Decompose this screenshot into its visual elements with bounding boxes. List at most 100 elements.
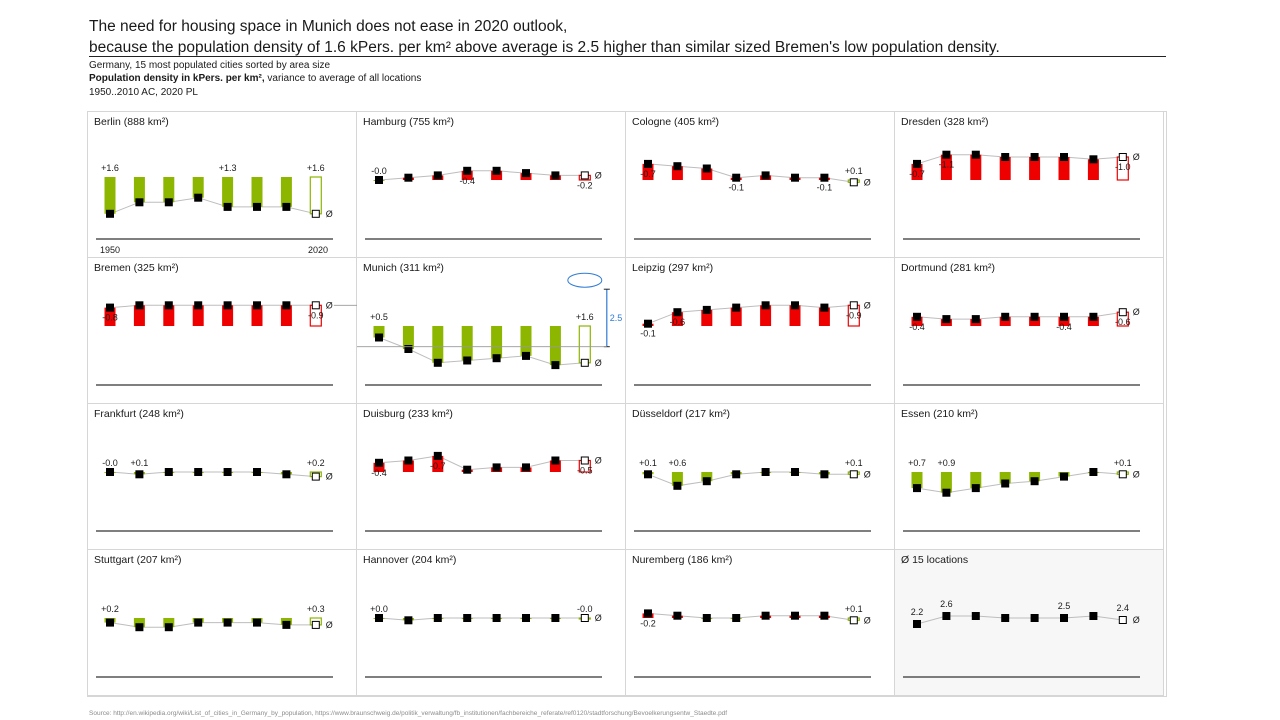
panel-nuremberg: Nuremberg (186 km²) Ø -0.2 +0.1 [626, 550, 895, 696]
bar [1087, 159, 1099, 180]
average-marker [106, 303, 114, 312]
subtitle-scope: Germany, 15 most populated cities sorted… [89, 60, 331, 71]
bar [133, 177, 145, 203]
bar [520, 326, 532, 356]
average-marker [971, 612, 980, 620]
average-marker-forecast [311, 472, 320, 481]
average-marker-forecast [580, 614, 589, 622]
average-marker [732, 614, 741, 622]
bar [373, 326, 385, 338]
title-divider [89, 56, 1166, 57]
panel-chart: Ø 2.2 2.6 2.5 2.4 [903, 599, 1140, 678]
bar [1058, 157, 1070, 180]
average-marker [791, 301, 799, 310]
panel-hamburg: Hamburg (755 km²) Ø -0.0 -0.4 -0.2 [357, 112, 626, 258]
data-label: +0.3 [307, 604, 325, 614]
average-marker [375, 458, 383, 467]
average-marker [492, 166, 501, 175]
average-marker [492, 354, 501, 363]
data-label: +0.1 [845, 166, 863, 176]
data-label: -1.1 [939, 160, 955, 170]
average-marker [820, 611, 829, 620]
data-label: -1.0 [1115, 162, 1131, 172]
average-marker [253, 202, 261, 211]
data-label: -0.6 [1115, 317, 1131, 327]
average-symbol: Ø [595, 613, 602, 623]
panel-title: Bremen (325 km²) [94, 262, 179, 274]
bar [911, 316, 923, 326]
average-marker [761, 611, 770, 620]
panel-dsseldorf: Düsseldorf (217 km²) Ø +0.1 +0.6 +0.1 [626, 404, 895, 550]
average-marker [551, 361, 560, 370]
data-label: -0.0 [102, 458, 118, 468]
panel-chart: Ø -0.8 -0.9 [96, 300, 357, 386]
average-marker [223, 468, 232, 476]
bar [373, 462, 385, 472]
average-symbol: Ø [1133, 469, 1140, 479]
average-marker [282, 620, 291, 629]
average-marker [820, 173, 829, 182]
panel-title: Frankfurt (248 km²) [94, 408, 184, 420]
bar [1029, 472, 1041, 482]
average-marker [375, 333, 383, 342]
bar [911, 163, 923, 180]
average-marker-forecast [580, 358, 589, 367]
average-marker [106, 468, 114, 476]
average-marker [1001, 312, 1010, 321]
data-label: 2.5 [1058, 601, 1071, 611]
average-symbol: Ø [595, 456, 602, 466]
panel-stuttgart: Stuttgart (207 km²) Ø +0.2 +0.3 [88, 550, 357, 696]
average-marker [404, 616, 413, 625]
panel-chart: Ø -0.4 -0.4 -0.6 [903, 307, 1140, 386]
data-label: +0.5 [370, 312, 388, 322]
average-marker [732, 470, 741, 479]
panel-duisburg: Duisburg (233 km²) Ø -0.4 -0.7 -0.5 [357, 404, 626, 550]
average-marker [1060, 472, 1068, 481]
panel-chart: Ø+0.1 +0.6 +0.1 [634, 458, 871, 532]
bar [461, 326, 473, 361]
panel-title: Stuttgart (207 km²) [94, 554, 182, 566]
average-marker-forecast [849, 301, 858, 310]
average-marker-forecast [311, 620, 320, 629]
average-marker [375, 614, 383, 622]
panel-chart: Ø +0.2 +0.3 [96, 604, 333, 678]
average-marker [551, 614, 560, 622]
difference-label: 2.5 [610, 313, 623, 323]
bar [549, 326, 561, 366]
bar [999, 316, 1011, 326]
average-marker [913, 484, 921, 493]
x-axis-start-label: 1950 [100, 245, 120, 255]
average-marker [913, 620, 921, 628]
panel-title: Nuremberg (186 km²) [632, 554, 733, 566]
average-marker [971, 484, 980, 493]
average-marker [1030, 153, 1039, 161]
average-marker [253, 618, 261, 627]
data-label: -0.4 [459, 176, 475, 186]
average-marker-forecast [311, 209, 320, 218]
average-marker-forecast [580, 456, 589, 465]
x-axis-end-label: 2020 [308, 245, 328, 255]
average-marker [223, 618, 232, 627]
average-marker [732, 303, 741, 312]
average-marker-forecast [311, 301, 320, 310]
bar [163, 305, 175, 326]
bar [701, 309, 713, 326]
average-line [916, 615, 1123, 625]
bar [133, 305, 145, 326]
data-label: +0.9 [938, 458, 956, 468]
average-marker [791, 468, 799, 476]
marker-line [109, 304, 316, 309]
average-marker [164, 198, 173, 207]
average-marker-forecast [1118, 616, 1127, 624]
panel-cologne: Cologne (405 km²) Ø -0.7 -0.1 -0.1 +0.1 [626, 112, 895, 258]
panel-title: Leipzig (297 km²) [632, 262, 714, 274]
bar [671, 312, 683, 326]
average-marker [761, 468, 770, 476]
panel-title: Dortmund (281 km²) [901, 262, 995, 274]
average-marker [942, 315, 951, 324]
average-marker [702, 164, 711, 173]
average-marker [223, 301, 232, 310]
data-label: -0.6 [670, 317, 686, 327]
data-label: +0.1 [639, 458, 657, 468]
average-marker-forecast [849, 616, 858, 625]
